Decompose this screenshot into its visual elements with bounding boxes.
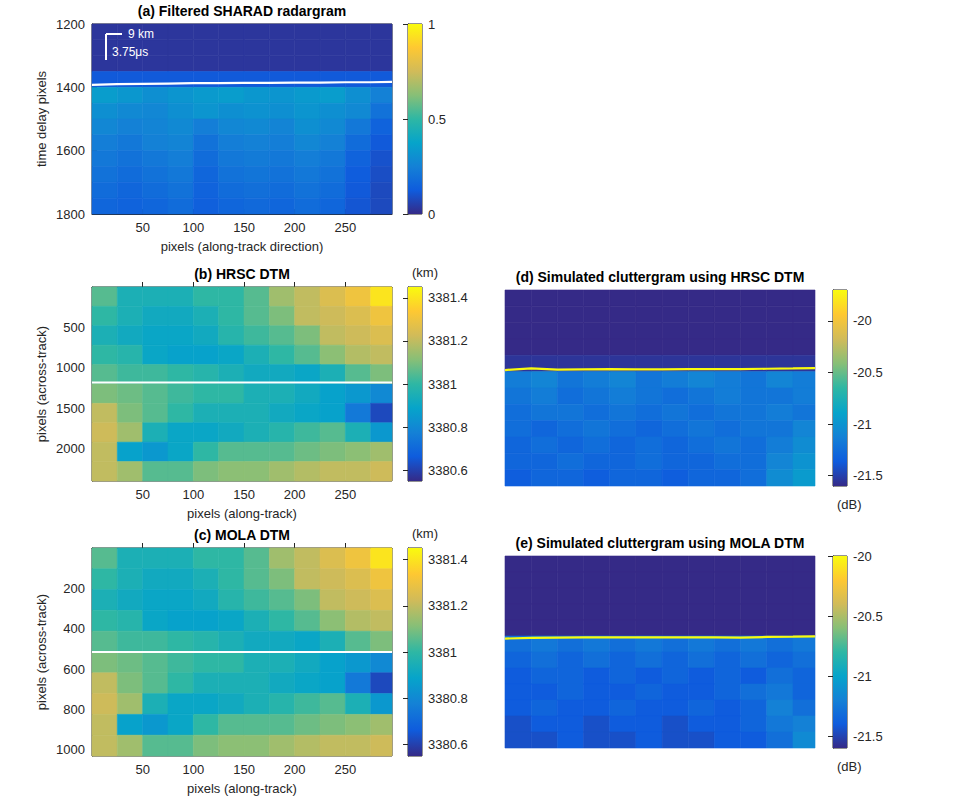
svg-text:1400: 1400: [56, 80, 85, 95]
svg-text:200: 200: [284, 487, 306, 502]
svg-text:3380.6: 3380.6: [428, 463, 468, 478]
svg-text:150: 150: [233, 220, 255, 235]
svg-text:(km): (km): [412, 265, 438, 280]
svg-text:1: 1: [428, 17, 435, 32]
svg-text:600: 600: [63, 662, 85, 677]
svg-text:-21: -21: [853, 669, 872, 684]
svg-text:pixels (along-track direction): pixels (along-track direction): [161, 239, 324, 254]
svg-text:3380.8: 3380.8: [428, 420, 468, 435]
svg-text:250: 250: [335, 487, 357, 502]
svg-text:200: 200: [284, 220, 306, 235]
svg-text:150: 150: [233, 487, 255, 502]
svg-text:3381.2: 3381.2: [428, 598, 468, 613]
svg-text:3381: 3381: [428, 645, 457, 660]
svg-text:3381.4: 3381.4: [428, 552, 468, 567]
svg-text:-21.5: -21.5: [853, 729, 883, 744]
svg-text:50: 50: [135, 220, 149, 235]
svg-text:200: 200: [63, 581, 85, 596]
svg-text:100: 100: [182, 762, 204, 777]
svg-text:(d) Simulated cluttergram usin: (d) Simulated cluttergram using HRSC DTM: [516, 269, 805, 285]
svg-text:0.5: 0.5: [428, 112, 446, 127]
svg-text:time delay pixels: time delay pixels: [34, 70, 49, 167]
svg-text:3.75μs: 3.75μs: [112, 45, 148, 59]
svg-text:pixels (across-track): pixels (across-track): [34, 326, 49, 442]
svg-text:3381: 3381: [428, 377, 457, 392]
svg-text:1000: 1000: [56, 742, 85, 757]
svg-text:1000: 1000: [56, 360, 85, 375]
svg-text:(dB): (dB): [837, 497, 862, 512]
svg-text:150: 150: [233, 762, 255, 777]
svg-text:(e) Simulated cluttergram usin: (e) Simulated cluttergram using MOLA DTM: [516, 535, 805, 551]
svg-text:200: 200: [284, 762, 306, 777]
svg-text:1600: 1600: [56, 143, 85, 158]
svg-text:-21.5: -21.5: [853, 468, 883, 483]
svg-text:-20.5: -20.5: [853, 365, 883, 380]
svg-text:pixels (along-track): pixels (along-track): [187, 506, 297, 521]
svg-text:-20: -20: [853, 549, 872, 564]
svg-text:1200: 1200: [56, 17, 85, 32]
svg-text:100: 100: [182, 487, 204, 502]
svg-text:-20: -20: [853, 313, 872, 328]
svg-text:(c) MOLA DTM: (c) MOLA DTM: [194, 527, 290, 543]
svg-text:-20.5: -20.5: [853, 609, 883, 624]
svg-text:9 km: 9 km: [128, 27, 154, 41]
svg-text:1500: 1500: [56, 401, 85, 416]
svg-text:3380.6: 3380.6: [428, 737, 468, 752]
svg-text:50: 50: [135, 762, 149, 777]
svg-text:100: 100: [182, 220, 204, 235]
svg-text:250: 250: [335, 762, 357, 777]
svg-text:(b) HRSC DTM: (b) HRSC DTM: [194, 266, 290, 282]
svg-text:pixels (along-track): pixels (along-track): [187, 781, 297, 796]
svg-text:3380.8: 3380.8: [428, 691, 468, 706]
svg-text:400: 400: [63, 621, 85, 636]
svg-text:-21: -21: [853, 417, 872, 432]
svg-text:800: 800: [63, 702, 85, 717]
svg-text:(a) Filtered SHARAD radargram: (a) Filtered SHARAD radargram: [138, 3, 347, 19]
svg-text:(dB): (dB): [837, 759, 862, 774]
svg-text:3381.4: 3381.4: [428, 290, 468, 305]
svg-text:0: 0: [428, 207, 435, 222]
svg-text:pixels (across-track): pixels (across-track): [34, 594, 49, 710]
svg-text:1800: 1800: [56, 207, 85, 222]
svg-text:500: 500: [63, 320, 85, 335]
svg-text:(km): (km): [412, 526, 438, 541]
svg-text:250: 250: [335, 220, 357, 235]
svg-text:3381.2: 3381.2: [428, 333, 468, 348]
svg-text:50: 50: [135, 487, 149, 502]
svg-text:2000: 2000: [56, 441, 85, 456]
